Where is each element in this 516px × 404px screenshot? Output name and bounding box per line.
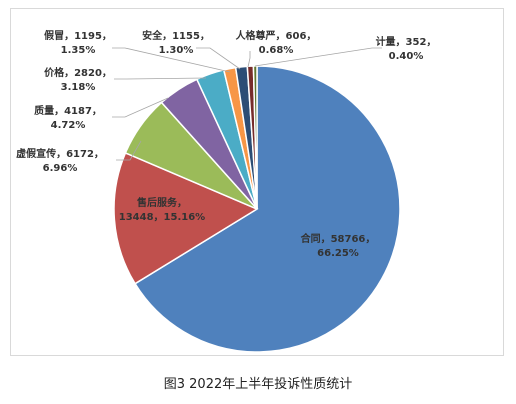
data-label-2: 售后服务， 13448，15.16% [119,196,205,223]
figure-caption: 图3 2022年上半年投诉性质统计 [163,377,353,392]
data-label-6: 假冒，1195， 1.35% [44,29,112,56]
data-label-9: 计量，352， 0.40% [376,35,437,62]
leader-line-7 [196,47,241,70]
leader-line-4 [112,97,169,118]
leader-line-6 [112,47,231,73]
data-label-3: 虚假宣传，6172， 6.96% [16,147,104,174]
leader-line-9 [254,47,382,67]
pie-slice-1 [134,65,401,353]
leader-line-5 [114,77,207,80]
data-label-4: 质量，4187， 4.72% [34,104,102,131]
data-label-7: 安全，1155， 1.30% [142,29,210,56]
leader-line-8 [247,51,251,68]
pie-slice-2 [113,151,259,285]
data-label-1: 合同，58766， 66.25% [300,232,376,259]
leader-line-3 [116,140,142,161]
data-label-5: 价格，2820， 3.18% [44,66,112,93]
data-label-8: 人格尊严，606， 0.68% [236,29,317,56]
